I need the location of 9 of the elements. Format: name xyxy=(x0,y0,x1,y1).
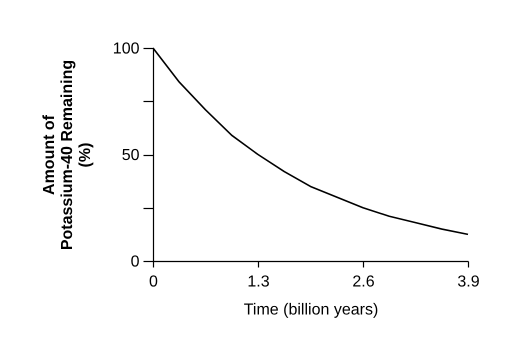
y-axis-title: Amount of Potassium-40 Remaining (%) xyxy=(40,60,94,250)
y-tick-label: 50 xyxy=(122,147,140,164)
x-axis-title: Time (billion years) xyxy=(244,302,378,318)
y-tick-label: 100 xyxy=(112,40,140,58)
x-tick-label: 3.9 xyxy=(457,274,480,290)
x-tick-label: 1.3 xyxy=(247,274,270,290)
y-tick-label: 0 xyxy=(130,254,140,270)
x-tick-label: 2.6 xyxy=(352,274,375,290)
x-tick-label: 0 xyxy=(149,274,158,290)
